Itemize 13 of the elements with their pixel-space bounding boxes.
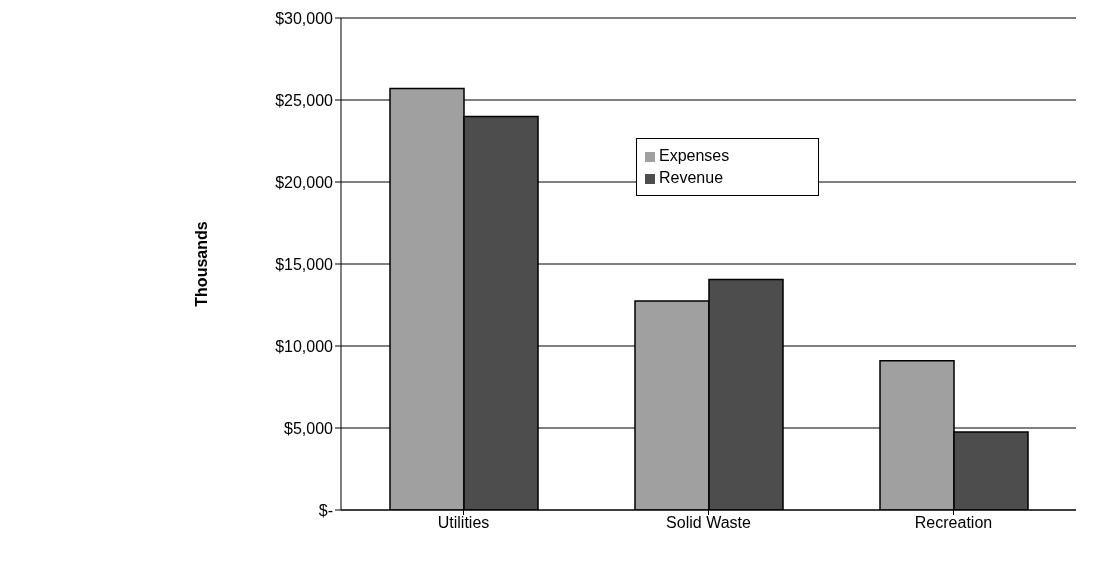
y-tick-label: $5,000 — [284, 419, 334, 437]
y-tick-label: $20,000 — [275, 173, 334, 191]
x-tick-label: Recreation — [914, 514, 993, 532]
x-tick-label: Solid Waste — [666, 514, 751, 532]
legend-label: Revenue — [659, 169, 724, 186]
x-tick-label: Utilities — [437, 514, 490, 532]
y-tick-label: $15,000 — [275, 255, 334, 273]
y-tick-label: $- — [318, 501, 333, 519]
y-tick-label: $30,000 — [275, 9, 334, 27]
legend-label: Expenses — [659, 147, 730, 164]
y-tick-label: $25,000 — [275, 91, 334, 109]
y-tick-label: $10,000 — [275, 337, 334, 355]
y-axis-title: Thousands — [192, 221, 210, 307]
